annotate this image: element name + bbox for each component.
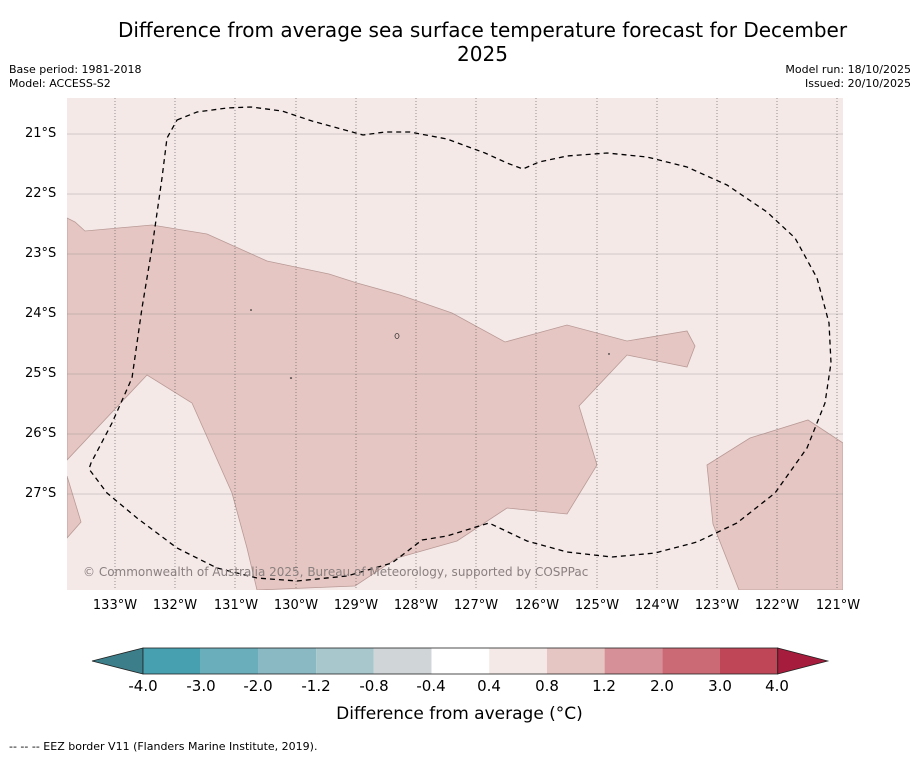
colorbar-tick: 2.0 — [650, 677, 674, 695]
eez-border — [88, 106, 832, 582]
colorbar-segment — [604, 648, 663, 674]
colorbar-segment — [431, 648, 490, 674]
colorbar-tick: -3.0 — [186, 677, 216, 695]
model-name: Model: ACCESS-S2 — [9, 77, 111, 90]
latitude-grid-lines — [67, 133, 843, 495]
lat-label: 22°S — [25, 186, 57, 201]
lon-label: 131°W — [213, 598, 259, 613]
colorbar-tick: -4.0 — [128, 677, 158, 695]
lon-label: 121°W — [815, 598, 861, 613]
colorbar-tick: -0.8 — [359, 677, 389, 695]
colorbar-tick: 3.0 — [708, 677, 732, 695]
map-canvas — [67, 98, 843, 590]
colorbar-tick: 1.2 — [592, 677, 616, 695]
colorbar-segment — [720, 648, 778, 674]
colorbar-tick: 0.4 — [477, 677, 501, 695]
base-period: Base period: 1981-2018 — [9, 63, 142, 76]
colorbar-segments — [91, 647, 830, 675]
lon-label: 122°W — [754, 598, 800, 613]
warm-anomaly-region — [67, 217, 696, 590]
lon-label: 126°W — [514, 598, 560, 613]
lon-label: 133°W — [92, 598, 138, 613]
colorbar-frame — [142, 647, 779, 675]
lat-label: 27°S — [25, 486, 57, 501]
lat-label: 21°S — [25, 126, 57, 141]
lon-label: 132°W — [152, 598, 198, 613]
lat-label: 26°S — [25, 426, 57, 441]
colorbar-tick: -1.2 — [301, 677, 331, 695]
colorbar — [91, 647, 830, 675]
colorbar-segment — [200, 648, 259, 674]
colorbar-tick: -2.0 — [243, 677, 273, 695]
colorbar-arrow-min — [91, 647, 144, 675]
issued-date: Issued: 20/10/2025 — [804, 77, 911, 90]
colorbar-tick: -0.4 — [416, 677, 446, 695]
lon-label: 129°W — [333, 598, 379, 613]
colorbar-tick: 4.0 — [765, 677, 789, 695]
longitude-grid-lines — [114, 98, 838, 590]
lat-label: 25°S — [25, 366, 57, 381]
lat-label: 23°S — [25, 246, 57, 261]
lon-label: 130°W — [273, 598, 319, 613]
warm-anomaly-region-southeast — [706, 419, 843, 590]
meta-left: Base period: 1981-2018 Model: ACCESS-S2 — [9, 63, 141, 91]
colorbar-label: Difference from average (°C) — [336, 704, 583, 724]
meta-right: Model run: 18/10/2025 Issued: 20/10/2025 — [785, 63, 911, 91]
island-markers — [250, 309, 610, 379]
colorbar-segment — [258, 648, 317, 674]
colorbar-tick: 0.8 — [535, 677, 559, 695]
lon-label: 127°W — [453, 598, 499, 613]
colorbar-segment — [662, 648, 720, 674]
colorbar-segment — [489, 648, 547, 674]
lat-label: 24°S — [25, 306, 57, 321]
lon-label: 123°W — [694, 598, 740, 613]
lon-label: 125°W — [574, 598, 620, 613]
model-run: Model run: 18/10/2025 — [785, 63, 911, 76]
lon-label: 124°W — [634, 598, 680, 613]
sst-anomaly-map: © Commonwealth of Australia 2025, Bureau… — [67, 98, 843, 590]
colorbar-segment — [143, 648, 201, 674]
colorbar-segment — [373, 648, 432, 674]
colorbar-segment — [546, 648, 605, 674]
lon-label: 128°W — [393, 598, 439, 613]
copyright-notice: © Commonwealth of Australia 2025, Bureau… — [83, 565, 589, 579]
map-title: Difference from average sea surface temp… — [117, 18, 848, 66]
colorbar-segment — [316, 648, 374, 674]
colorbar-arrow-max — [777, 647, 830, 675]
warm-anomaly-region-west — [67, 475, 82, 539]
eez-footnote: -- -- -- EEZ border V11 (Flanders Marine… — [9, 740, 318, 753]
